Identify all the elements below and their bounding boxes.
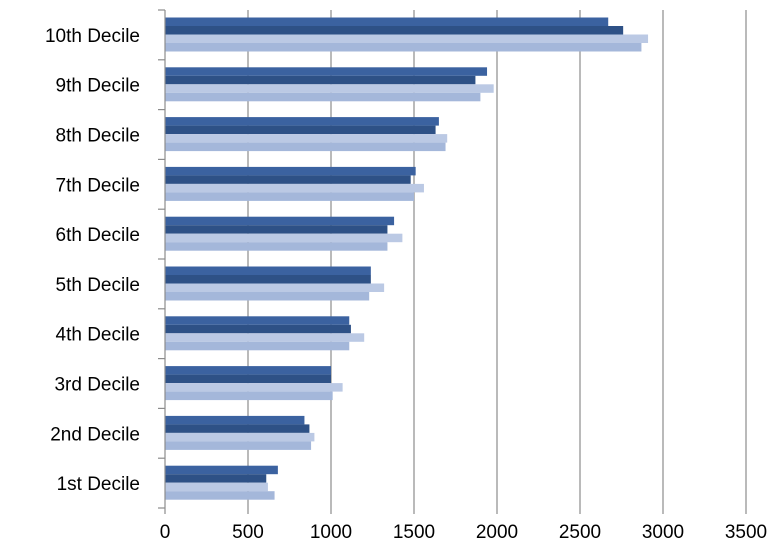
bar xyxy=(165,482,268,492)
category-label: 5th Decile xyxy=(56,275,141,296)
category-label: 9th Decile xyxy=(56,76,141,97)
bar xyxy=(165,34,649,43)
bar xyxy=(165,142,446,152)
bar xyxy=(165,374,331,384)
bar xyxy=(165,183,424,193)
bar xyxy=(165,225,388,234)
bar xyxy=(165,324,351,334)
x-tick-label: 1500 xyxy=(393,522,435,543)
x-tick-label: 500 xyxy=(232,522,264,543)
bar xyxy=(165,292,370,301)
category-label: 2nd Decile xyxy=(50,424,140,445)
bar xyxy=(165,43,642,52)
x-tick-label: 1000 xyxy=(310,522,352,543)
bar xyxy=(165,333,365,342)
bar xyxy=(165,84,494,93)
bar xyxy=(165,491,275,500)
x-tick-label: 3000 xyxy=(642,522,684,543)
bar xyxy=(165,242,388,251)
bar xyxy=(165,75,476,85)
bar xyxy=(165,134,448,143)
category-label: 1st Decile xyxy=(57,474,140,495)
bar xyxy=(165,26,624,35)
bar xyxy=(165,117,439,126)
bar xyxy=(165,316,350,325)
bar xyxy=(165,415,305,425)
bar xyxy=(165,175,411,184)
bar xyxy=(165,266,371,275)
bar xyxy=(165,366,331,375)
category-label: 7th Decile xyxy=(56,175,141,196)
bar xyxy=(165,391,333,401)
axes xyxy=(158,9,747,514)
bar xyxy=(165,233,403,243)
bar xyxy=(165,474,267,483)
category-label: 8th Decile xyxy=(56,126,141,147)
bar xyxy=(165,125,436,135)
bar xyxy=(165,441,312,450)
bar xyxy=(165,166,416,176)
bar xyxy=(165,283,385,292)
x-tick-label: 2500 xyxy=(559,522,601,543)
bar xyxy=(165,424,310,433)
labels: 0 500 1000 1500 2000 2500 3000 3500 1st Decile 2n… xyxy=(45,26,767,543)
x-tick-label: 0 xyxy=(160,522,171,543)
bar xyxy=(165,67,488,76)
bar xyxy=(165,216,395,226)
bar xyxy=(165,465,278,475)
category-label: 4th Decile xyxy=(56,325,141,346)
category-label: 6th Decile xyxy=(56,225,141,246)
bar xyxy=(165,275,371,284)
category-label: 3rd Decile xyxy=(54,375,140,396)
bar xyxy=(165,92,481,102)
bar xyxy=(165,192,414,201)
x-tick-label: 2000 xyxy=(476,522,518,543)
bar xyxy=(165,383,343,392)
x-tick-label: 3500 xyxy=(725,522,767,543)
bars xyxy=(165,17,649,500)
bar xyxy=(165,432,315,442)
bar xyxy=(165,17,609,26)
bar xyxy=(165,341,350,351)
category-label: 10th Decile xyxy=(45,26,140,47)
